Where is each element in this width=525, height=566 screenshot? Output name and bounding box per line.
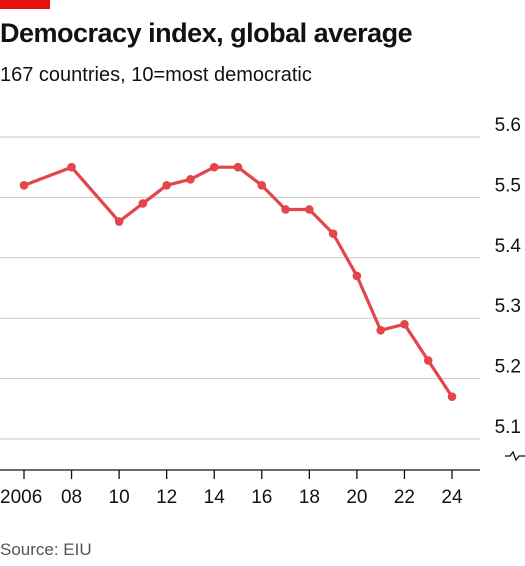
- data-point-2006: [19, 181, 29, 190]
- data-point-2015: [233, 162, 243, 172]
- y-tick-label: 5.1: [495, 417, 521, 438]
- series-line: [22, 165, 454, 399]
- x-tick-label: 16: [251, 487, 272, 508]
- data-point-2020: [352, 271, 362, 281]
- y-tick-label: 5.3: [495, 296, 521, 317]
- x-tick-label: 14: [204, 487, 226, 508]
- data-point-2016: [257, 181, 267, 190]
- series-layer: [19, 162, 457, 402]
- axes: [0, 450, 525, 479]
- x-tick-label: 24: [441, 487, 463, 508]
- data-point-2014: [209, 162, 219, 172]
- y-tick-label: 5.2: [495, 357, 521, 378]
- axis-break-icon: [505, 450, 525, 462]
- data-point-2010: [114, 217, 124, 226]
- data-point-2012: [162, 181, 171, 190]
- y-tick-label: 5.6: [495, 115, 521, 136]
- x-tick-label: 22: [394, 487, 415, 508]
- x-tick-label: 12: [156, 487, 177, 508]
- brand-accent-bar: [0, 0, 50, 9]
- data-point-2021: [376, 325, 385, 335]
- x-tick-label: 10: [109, 487, 130, 508]
- data-point-2011: [138, 199, 148, 208]
- x-tick-label: 08: [61, 487, 82, 508]
- x-tick-label: 2006: [0, 487, 42, 508]
- data-point-2023: [423, 356, 433, 365]
- y-tick-label: 5.5: [495, 175, 521, 196]
- chart-title: Democracy index, global average: [0, 18, 413, 48]
- chart-subtitle: 167 countries, 10=most democratic: [0, 64, 312, 86]
- tick-labels: 5.1 5.2 5.3 5.4 5.5 5.6 2006 08 10 12 14 16 18 20 22 24: [0, 115, 521, 508]
- data-point-2013: [186, 174, 195, 184]
- x-tick-label: 18: [299, 487, 320, 508]
- data-point-2018: [305, 205, 314, 214]
- data-point-2008: [67, 162, 76, 172]
- data-point-2019: [328, 229, 338, 238]
- data-point-2024: [447, 392, 457, 402]
- source-note: Source: EIU: [0, 540, 92, 559]
- x-tick-label: 20: [346, 487, 367, 508]
- gridlines: [0, 136, 480, 440]
- data-point-2017: [281, 205, 290, 214]
- data-point-2022: [400, 319, 409, 329]
- y-tick-label: 5.4: [495, 236, 522, 257]
